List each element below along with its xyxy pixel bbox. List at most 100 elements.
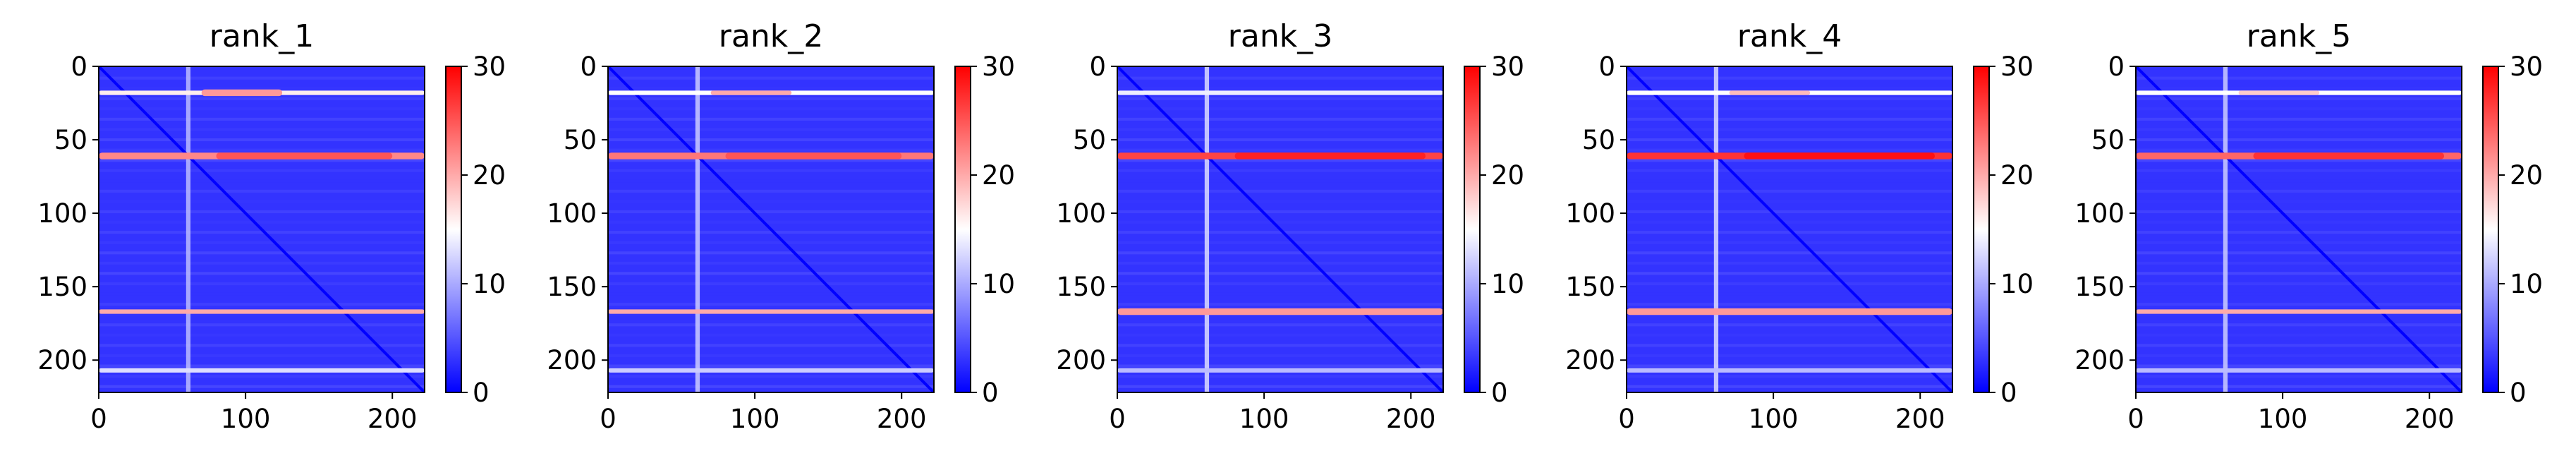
heatmap-row-texture xyxy=(608,251,934,255)
x-tick-label: 100 xyxy=(221,404,271,434)
heatmap-row-texture xyxy=(2136,220,2462,224)
heatmap-row-texture xyxy=(99,385,425,388)
heatmap-vertical-band xyxy=(186,66,191,392)
heatmap-row-texture xyxy=(2136,87,2462,90)
heatmap-row-texture xyxy=(1627,66,1952,70)
y-tick-label: 200 xyxy=(37,345,87,375)
heatmap-row-texture xyxy=(99,210,425,214)
heatmap-row-texture xyxy=(1627,220,1952,224)
y-tick-label: 100 xyxy=(37,198,87,229)
heatmap-row-texture xyxy=(1627,87,1952,90)
x-tick-label: 100 xyxy=(1749,404,1799,434)
heatmap-row-texture xyxy=(2136,313,2462,316)
y-tick-label: 0 xyxy=(71,52,87,82)
heatmap-row-texture xyxy=(2136,200,2462,203)
heatmap-row-texture xyxy=(1117,344,1443,347)
heatmap-row-texture xyxy=(1117,107,1443,111)
y-tick-label: 50 xyxy=(54,125,87,155)
heatmap-row-texture xyxy=(1627,261,1952,265)
heatmap-row-texture xyxy=(608,117,934,121)
heatmap-row-texture xyxy=(1627,385,1952,388)
x-tick-label: 200 xyxy=(1895,404,1945,434)
colorbar-tick-label: 20 xyxy=(473,160,506,191)
heatmap-band xyxy=(2136,368,2462,373)
colorbar-tick-label: 0 xyxy=(2000,378,2017,408)
heatmap-row-texture xyxy=(1627,107,1952,111)
panel-title: rank_2 xyxy=(719,18,823,54)
x-tick-label: 200 xyxy=(1386,404,1436,434)
heatmap-row-texture xyxy=(1627,189,1952,193)
heatmap-row-texture xyxy=(608,179,934,183)
heatmap-row-texture xyxy=(1117,292,1443,296)
heatmap-row-texture xyxy=(2136,231,2462,234)
heatmap-row-texture xyxy=(99,261,425,265)
heatmap-row-texture xyxy=(608,375,934,378)
colorbar-tick-label: 30 xyxy=(1491,52,1524,82)
heatmap-row-texture xyxy=(608,385,934,388)
heatmap-row-texture xyxy=(2136,107,2462,111)
heatmap-row-texture xyxy=(608,220,934,224)
colorbar xyxy=(1973,66,1990,393)
y-tick-label: 150 xyxy=(1056,272,1106,302)
heatmap-row-texture xyxy=(2136,169,2462,172)
heatmap-row-texture xyxy=(608,97,934,100)
heatmap-row-texture xyxy=(1117,117,1443,121)
heatmap-vertical-band xyxy=(1713,66,1719,392)
heatmap-image xyxy=(1117,66,1443,392)
y-tick-label: 100 xyxy=(1565,198,1615,229)
heatmap-row-texture xyxy=(2136,261,2462,265)
y-tick-label: 50 xyxy=(564,125,597,155)
x-tick-label: 0 xyxy=(600,404,616,434)
heatmap-row-texture xyxy=(2136,210,2462,214)
heatmap-band xyxy=(1234,152,1426,160)
heatmap-row-texture xyxy=(608,87,934,90)
heatmap-row-texture xyxy=(1117,148,1443,152)
colorbar-tick-label: 0 xyxy=(982,378,999,408)
heatmap-row-texture xyxy=(2136,303,2462,306)
colorbar-tick-label: 0 xyxy=(1491,378,1508,408)
heatmap-row-texture xyxy=(1627,148,1952,152)
heatmap-row-texture xyxy=(1627,231,1952,234)
heatmap-row-texture xyxy=(1627,159,1952,162)
heatmap-vertical-band xyxy=(1204,66,1210,392)
plot-frame xyxy=(607,66,935,393)
heatmap-row-texture xyxy=(1627,344,1952,347)
heatmap-row-texture xyxy=(2136,148,2462,152)
colorbar-tick-label: 20 xyxy=(2510,160,2543,191)
y-tick-label: 0 xyxy=(1089,52,1106,82)
heatmap-row-texture xyxy=(608,159,934,162)
heatmap-band xyxy=(608,309,934,314)
y-tick-label: 100 xyxy=(547,198,597,229)
y-tick-label: 0 xyxy=(1598,52,1615,82)
heatmap-row-texture xyxy=(608,210,934,214)
heatmap-row-texture xyxy=(1627,138,1952,142)
heatmap-row-texture xyxy=(99,117,425,121)
heatmap-row-texture xyxy=(99,200,425,203)
plot-frame xyxy=(1117,66,1444,393)
heatmap-row-texture xyxy=(2136,272,2462,275)
heatmap-row-texture xyxy=(1117,128,1443,131)
y-tick-label: 150 xyxy=(547,272,597,302)
heatmap-row-texture xyxy=(1627,375,1952,378)
heatmap-row-texture xyxy=(99,76,425,80)
heatmap-row-texture xyxy=(2136,364,2462,368)
heatmap-band xyxy=(99,368,425,373)
heatmap-row-texture xyxy=(99,323,425,327)
heatmap-row-texture xyxy=(608,261,934,265)
colorbar-tick-label: 10 xyxy=(473,269,506,299)
heatmap-row-texture xyxy=(1117,241,1443,244)
x-tick-label: 200 xyxy=(367,404,418,434)
heatmap-row-texture xyxy=(608,303,934,306)
x-tick-label: 100 xyxy=(730,404,780,434)
heatmap-band xyxy=(99,309,425,314)
heatmap-row-texture xyxy=(1117,261,1443,265)
heatmap-row-texture xyxy=(2136,344,2462,347)
panel-title: rank_3 xyxy=(1228,18,1332,54)
x-tick-label: 100 xyxy=(1239,404,1289,434)
heatmap-diagonal xyxy=(1117,66,1443,392)
heatmap-row-texture xyxy=(1117,282,1443,286)
heatmap-row-texture xyxy=(2136,66,2462,70)
heatmap-row-texture xyxy=(2136,375,2462,378)
heatmap-row-texture xyxy=(99,333,425,337)
